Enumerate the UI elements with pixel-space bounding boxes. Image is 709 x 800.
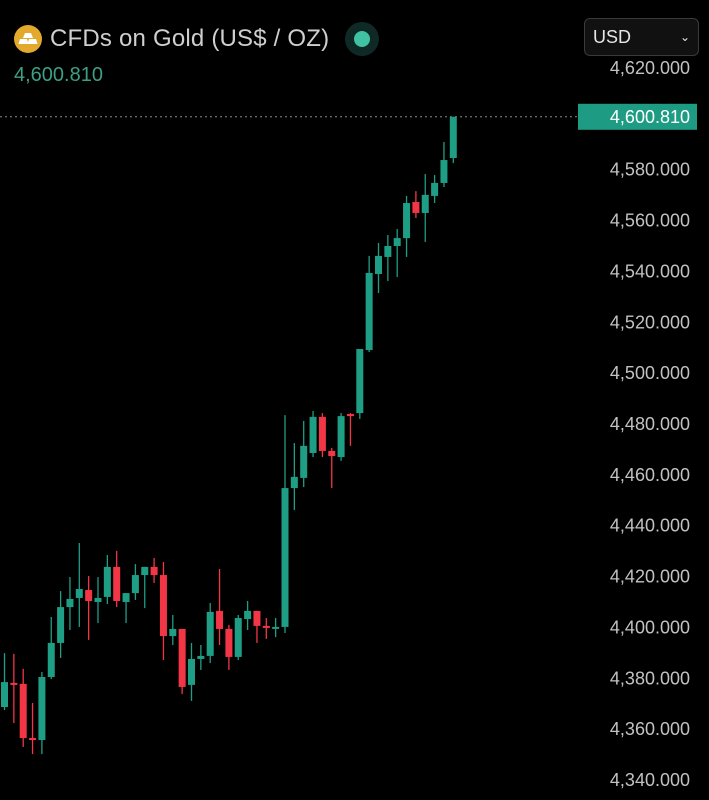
y-tick-label: 4,420.000	[610, 567, 690, 587]
candle-up	[375, 255, 382, 274]
candle-up	[309, 416, 317, 453]
y-tick-label: 4,380.000	[610, 668, 690, 688]
currency-select[interactable]: USD ⌄	[584, 18, 699, 56]
candle-up	[94, 597, 102, 602]
candle-down	[253, 610, 261, 626]
candle-down	[225, 628, 233, 657]
candle-down	[412, 202, 420, 213]
candle-up	[103, 566, 111, 597]
candle-down	[113, 566, 121, 601]
y-tick-label: 4,580.000	[610, 160, 690, 180]
candle-down	[29, 738, 37, 741]
candle-up	[281, 488, 289, 627]
current-price: 4,600.810	[14, 64, 103, 86]
candle-up	[131, 575, 139, 594]
last-price-badge	[578, 103, 697, 130]
last-price-label: 4,600.810	[610, 107, 690, 127]
candle-up	[57, 607, 65, 643]
y-tick-label: 4,520.000	[610, 312, 690, 332]
y-tick-label: 4,340.000	[610, 770, 690, 790]
y-tick-label: 4,460.000	[610, 465, 690, 485]
candle-down	[150, 566, 158, 576]
y-tick-label: 4,620.000	[610, 58, 690, 78]
y-tick-label: 4,400.000	[610, 617, 690, 637]
candle-up	[38, 677, 46, 741]
candle-up	[1, 682, 8, 708]
y-tick-label: 4,540.000	[610, 261, 690, 281]
instrument-header: CFDs on Gold (US$ / OZ)	[14, 22, 380, 56]
candle-up	[47, 642, 55, 678]
candle-down	[85, 590, 93, 601]
market-open-dot-icon[interactable]	[345, 22, 380, 56]
y-tick-label: 4,560.000	[610, 211, 690, 231]
candle-up	[141, 566, 149, 576]
candle-down	[178, 628, 186, 687]
candle-up	[188, 658, 195, 685]
candle-up	[66, 598, 74, 608]
candle-up	[300, 445, 308, 478]
candle-up	[384, 246, 392, 257]
candle-down	[10, 682, 18, 685]
candle-down	[262, 625, 270, 628]
y-tick-label: 4,500.000	[610, 363, 690, 383]
candle-up	[431, 182, 439, 196]
candle-up	[206, 611, 214, 656]
candle-up	[75, 589, 83, 598]
candle-down	[216, 610, 224, 629]
candle-up	[290, 476, 298, 489]
candle-down	[159, 575, 167, 637]
candle-up	[449, 116, 457, 159]
candle-down	[318, 416, 326, 451]
candle-down	[19, 683, 27, 739]
candle-up	[440, 160, 448, 183]
instrument-title: CFDs on Gold (US$ / OZ)	[50, 25, 330, 52]
candle-up	[421, 194, 429, 213]
gold-bars-icon	[14, 25, 42, 53]
candle-down	[346, 414, 354, 417]
candle-up	[122, 593, 130, 602]
candle-down	[328, 450, 336, 457]
candle-up	[169, 628, 177, 637]
currency-value: USD	[593, 26, 632, 47]
candle-up	[272, 626, 280, 629]
candle-up	[365, 272, 373, 351]
candle-up	[403, 203, 411, 239]
y-tick-label: 4,440.000	[610, 516, 690, 536]
candle-up	[234, 618, 242, 657]
candle-up	[356, 348, 364, 414]
candle-up	[197, 655, 205, 659]
y-tick-label: 4,360.000	[610, 719, 690, 739]
y-tick-label: 4,480.000	[610, 414, 690, 434]
candle-up	[393, 238, 401, 246]
candle-up	[337, 416, 345, 458]
chevron-down-icon: ⌄	[679, 30, 690, 44]
candle-up	[244, 610, 252, 620]
